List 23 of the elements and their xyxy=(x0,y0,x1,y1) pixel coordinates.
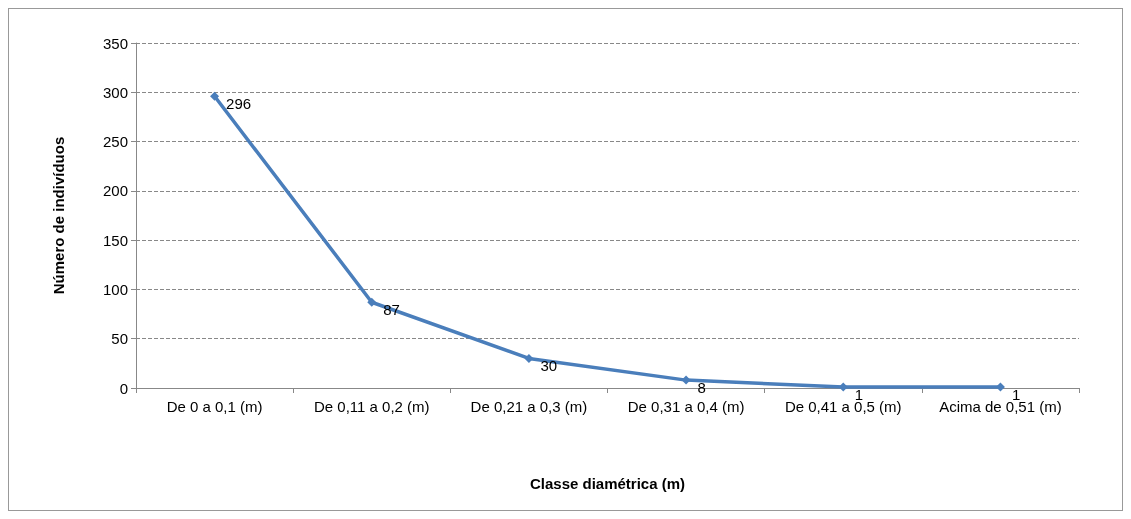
y-tick-label: 50 xyxy=(111,330,128,348)
data-label: 87 xyxy=(383,300,400,318)
x-tick-label: De 0,31 a 0,4 (m) xyxy=(627,397,745,415)
x-tick-label: De 0,21 a 0,3 (m) xyxy=(470,397,588,415)
y-tick-label: 300 xyxy=(102,83,128,101)
y-tick-label: 350 xyxy=(102,34,128,52)
x-axis-title: Classe diamétrica (m) xyxy=(529,475,686,492)
y-axis-title: Número de indivíduos xyxy=(50,136,67,295)
y-tick-label: 0 xyxy=(119,379,128,397)
point xyxy=(524,353,534,363)
y-tick-label: 150 xyxy=(102,231,128,249)
point xyxy=(681,375,691,385)
y-tick-label: 200 xyxy=(102,182,128,200)
x-tick-label: De 0,11 a 0,2 (m) xyxy=(313,397,430,415)
y-tick-label: 100 xyxy=(102,280,128,298)
point xyxy=(210,91,220,101)
point xyxy=(367,297,377,307)
data-label: 8 xyxy=(697,378,706,396)
data-label: 1 xyxy=(854,385,864,403)
x-tick-label: De 0 a 0,1 (m) xyxy=(166,397,263,415)
y-tick-label: 250 xyxy=(102,133,128,151)
data-label: 1 xyxy=(1011,385,1021,403)
data-label: 296 xyxy=(226,94,252,112)
